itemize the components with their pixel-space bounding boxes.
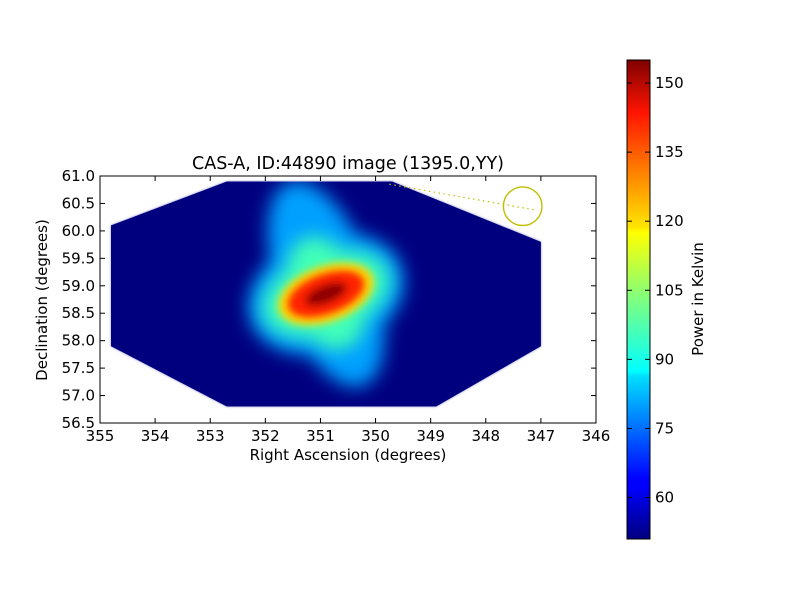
colorbar-label: Power in Kelvin	[689, 242, 707, 356]
x-tick-label: 355	[86, 427, 115, 445]
x-tick-label: 353	[196, 427, 225, 445]
colorbar-tick-label: 105	[655, 281, 684, 299]
colorbar-tick-label: 75	[655, 419, 674, 437]
y-tick-label: 59.5	[62, 249, 95, 267]
x-tick-label: 346	[582, 427, 611, 445]
x-axis-ticks: 355 354 353 352 351 350 349 348 347 346	[86, 176, 611, 445]
y-tick-label: 60.5	[62, 194, 95, 212]
y-tick-label: 61.0	[62, 167, 95, 185]
peak-core	[305, 282, 347, 306]
heatmap-image	[111, 181, 541, 407]
x-tick-label: 350	[361, 427, 390, 445]
colorbar-gradient	[626, 59, 651, 540]
colorbar-tick-label: 135	[655, 143, 684, 161]
x-tick-label: 352	[251, 427, 280, 445]
colorbar-tick-label: 150	[655, 74, 684, 92]
chart-title: CAS-A, ID:44890 image (1395.0,YY)	[192, 154, 504, 174]
colorbar: 60 75 90 105 120 135 150 Power in Kelvin	[626, 59, 707, 540]
x-tick-label: 351	[306, 427, 335, 445]
x-tick-label: 348	[471, 427, 500, 445]
colorbar-tick-label: 60	[655, 489, 674, 507]
y-tick-label: 59.0	[62, 277, 95, 295]
y-tick-label: 60.0	[62, 222, 95, 240]
annotation-circle	[502, 186, 543, 227]
x-axis-label: Right Ascension (degrees)	[250, 446, 447, 464]
plot-frame	[99, 175, 597, 424]
emission-core	[287, 270, 365, 318]
annotations	[389, 183, 543, 227]
y-tick-label: 56.5	[62, 414, 95, 432]
plot-area	[99, 175, 597, 424]
y-tick-label: 58.0	[62, 332, 95, 350]
colorbar-tick-label: 120	[655, 212, 684, 230]
colorbar-tick-label: 90	[655, 350, 674, 368]
y-axis-ticks: 56.5 57.0 57.5 58.0 58.5 59.0 59.5 60.0 60.5 61.0	[62, 167, 596, 432]
x-tick-label: 354	[141, 427, 170, 445]
x-tick-label: 349	[416, 427, 445, 445]
y-axis-label: Declination (degrees)	[33, 219, 51, 381]
y-tick-label: 58.5	[62, 304, 95, 322]
y-tick-label: 57.0	[62, 387, 95, 405]
colorbar-ticks: 60 75 90 105 120 135 150	[627, 74, 684, 507]
y-tick-label: 57.5	[62, 359, 95, 377]
x-tick-label: 347	[527, 427, 556, 445]
